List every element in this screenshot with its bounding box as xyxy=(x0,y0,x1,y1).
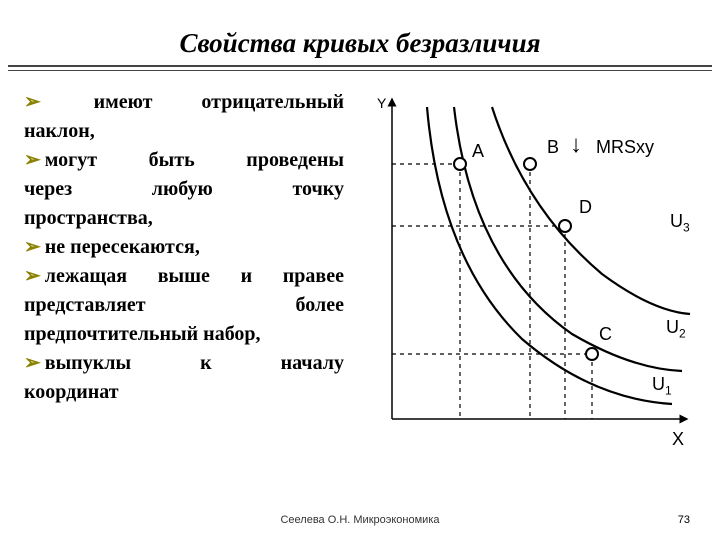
bullet-text: имеют отрицательный xyxy=(94,91,344,113)
page-number: 73 xyxy=(678,514,690,526)
bullet-icon: ➢ xyxy=(24,352,41,374)
bullet-text: координат xyxy=(24,379,344,406)
footer-text: Сеелева О.Н. Микроэкономика xyxy=(0,514,720,526)
content-area: ➢ имеют отрицательный наклон, ➢могут быт… xyxy=(0,71,720,459)
point-label-d: D xyxy=(579,197,592,218)
u2-label: U2 xyxy=(666,317,686,341)
bullet-icon: ➢ xyxy=(24,91,41,113)
graph-area: Y A B D C ↓ MRSxy U1 U2 U3 X xyxy=(352,89,702,459)
mrs-label: MRSxy xyxy=(596,137,654,158)
down-arrow-icon: ↓ xyxy=(570,131,582,159)
u1-label: U1 xyxy=(652,374,672,398)
bullet-icon: ➢ xyxy=(24,265,41,287)
bullet-text: наклон, xyxy=(24,118,344,145)
bullet-text: предпочтительный набор, xyxy=(24,321,344,348)
x-axis-label: X xyxy=(672,429,684,450)
bullet-text: пространства, xyxy=(24,205,344,232)
bullet-text: лежащая выше и правее xyxy=(45,265,344,287)
divider-1 xyxy=(8,65,712,67)
bullet-icon: ➢ xyxy=(24,236,41,258)
bullet-text: не пересекаются, xyxy=(45,236,200,258)
y-axis-label: Y xyxy=(377,95,386,111)
bullet-text: выпуклы к началу xyxy=(45,352,344,374)
point-label-b: B xyxy=(547,137,559,158)
bullet-text: могут быть проведены xyxy=(45,149,344,171)
bullet-list: ➢ имеют отрицательный наклон, ➢могут быт… xyxy=(24,89,344,459)
u3-label: U3 xyxy=(670,211,690,235)
point-label-c: C xyxy=(599,324,612,345)
bullet-text: представляет более xyxy=(24,292,344,319)
slide-title: Свойства кривых безразличия xyxy=(0,0,720,65)
point-label-a: A xyxy=(472,141,484,162)
bullet-text: через любую точку xyxy=(24,176,344,203)
bullet-icon: ➢ xyxy=(24,149,41,171)
